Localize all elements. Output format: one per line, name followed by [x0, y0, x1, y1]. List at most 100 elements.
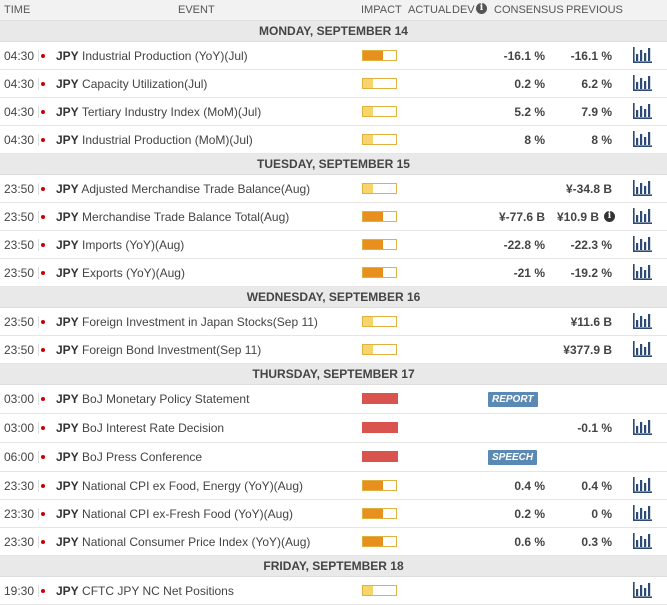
event-name[interactable]: JPY Adjusted Merchandise Trade Balance(A… [56, 182, 310, 196]
event-name[interactable]: JPY National CPI ex Food, Energy (YoY)(A… [56, 479, 303, 493]
event-name[interactable]: JPY Exports (YoY)(Aug) [56, 266, 185, 280]
divider [38, 344, 39, 356]
event-name[interactable]: JPY BoJ Monetary Policy Statement [56, 392, 249, 406]
bar-chart-icon[interactable] [632, 341, 652, 357]
consensus-value: 0.6 % [514, 535, 545, 549]
bar-chart-icon[interactable] [632, 477, 652, 493]
event-title: Exports (YoY)(Aug) [82, 266, 185, 280]
bar-chart-icon[interactable] [632, 533, 652, 549]
event-currency: JPY [56, 210, 79, 224]
bar-chart-icon[interactable] [632, 505, 652, 521]
event-time: 23:50 [4, 315, 35, 329]
impact-medium-bar [362, 50, 397, 61]
bar-chart-icon[interactable] [632, 208, 652, 224]
event-name[interactable]: JPY Industrial Production (MoM)(Jul) [56, 133, 253, 147]
impact-medium-bar [362, 508, 397, 519]
event-row[interactable]: 06:00 JPY BoJ Press Conference SPEECH [0, 443, 667, 472]
bar-chart-icon[interactable] [632, 313, 652, 329]
consensus-value: 0.4 % [514, 479, 545, 493]
bar-chart-icon[interactable] [632, 47, 652, 63]
japan-flag-icon [41, 243, 45, 247]
table-header: TIME EVENT IMPACT ACTUAL DEV i CONSENSUS… [0, 0, 667, 21]
event-row[interactable]: 23:50 JPY Merchandise Trade Balance Total… [0, 203, 667, 231]
consensus-value: -21 % [513, 266, 545, 280]
event-currency: JPY [56, 49, 79, 63]
event-name[interactable]: JPY Capacity Utilization(Jul) [56, 77, 207, 91]
impact-fill [363, 481, 383, 490]
event-title: BoJ Interest Rate Decision [82, 421, 225, 435]
japan-flag-icon [41, 540, 45, 544]
event-row[interactable]: 23:50 JPY Foreign Investment in Japan Sto… [0, 308, 667, 336]
event-name[interactable]: JPY Industrial Production (YoY)(Jul) [56, 49, 248, 63]
event-row[interactable]: 23:50 JPY Foreign Bond Investment(Sep 11)… [0, 336, 667, 364]
impact-fill [363, 107, 373, 116]
impact-low-bar [362, 344, 397, 355]
event-currency: JPY [56, 266, 79, 280]
event-currency: JPY [56, 450, 79, 464]
japan-flag-icon [41, 138, 45, 142]
bar-chart-icon[interactable] [632, 131, 652, 147]
japan-flag-icon [41, 426, 45, 430]
event-row[interactable]: 19:30 JPY CFTC JPY NC Net Positions [0, 577, 667, 605]
divider [38, 585, 39, 597]
previous-value: ¥377.9 B [563, 343, 612, 357]
divider [38, 316, 39, 328]
event-name[interactable]: JPY Foreign Bond Investment(Sep 11) [56, 343, 261, 357]
event-row[interactable]: 04:30 JPY Tertiary Industry Index (MoM)(J… [0, 98, 667, 126]
event-name[interactable]: JPY BoJ Press Conference [56, 450, 202, 464]
event-name[interactable]: JPY National CPI ex-Fresh Food (YoY)(Aug… [56, 507, 293, 521]
impact-low-bar [362, 316, 397, 327]
event-currency: JPY [56, 182, 79, 196]
event-title: National CPI ex Food, Energy (YoY)(Aug) [82, 479, 304, 493]
japan-flag-icon [41, 82, 45, 86]
impact-fill [363, 212, 383, 221]
divider [38, 50, 39, 62]
event-row[interactable]: 04:30 JPY Industrial Production (MoM)(Jul… [0, 126, 667, 154]
bar-chart-icon[interactable] [632, 236, 652, 252]
event-row[interactable]: 23:50 JPY Exports (YoY)(Aug) -21 % -19.2 % [0, 259, 667, 287]
event-row[interactable]: 23:30 JPY National CPI ex Food, Energy (Y… [0, 472, 667, 500]
event-time: 23:50 [4, 238, 35, 252]
event-time: 03:00 [4, 392, 35, 406]
revised-info-icon[interactable]: i [604, 211, 615, 222]
event-row[interactable]: 04:30 JPY Industrial Production (YoY)(Jul… [0, 42, 667, 70]
bar-chart-icon[interactable] [632, 103, 652, 119]
event-name[interactable]: JPY CFTC JPY NC Net Positions [56, 584, 234, 598]
japan-flag-icon [41, 484, 45, 488]
impact-low-bar [362, 106, 397, 117]
event-row[interactable]: 23:30 JPY National CPI ex-Fresh Food (YoY… [0, 500, 667, 528]
bar-chart-icon[interactable] [632, 75, 652, 91]
event-row[interactable]: 03:00 JPY BoJ Monetary Policy Statement RE… [0, 385, 667, 414]
impact-low-bar [362, 183, 397, 194]
divider [38, 106, 39, 118]
event-name[interactable]: JPY National Consumer Price Index (YoY)(… [56, 535, 310, 549]
event-time: 23:30 [4, 507, 35, 521]
japan-flag-icon [41, 215, 45, 219]
info-icon[interactable]: i [476, 3, 487, 14]
bar-chart-icon[interactable] [632, 419, 652, 435]
event-badge[interactable]: SPEECH [488, 450, 538, 465]
event-row[interactable]: 03:00 JPY BoJ Interest Rate Decision -0.1 … [0, 414, 667, 443]
previous-value: -22.3 % [570, 238, 612, 252]
bar-chart-icon[interactable] [632, 264, 652, 280]
event-name[interactable]: JPY Merchandise Trade Balance Total(Aug) [56, 210, 289, 224]
event-name[interactable]: JPY Imports (YoY)(Aug) [56, 238, 184, 252]
previous-value: 8 % [591, 133, 612, 147]
previous-value: -0.1 % [577, 421, 612, 435]
bar-chart-icon[interactable] [632, 180, 652, 196]
event-row[interactable]: 04:30 JPY Capacity Utilization(Jul) 0.2 % 6… [0, 70, 667, 98]
impact-fill [363, 51, 383, 60]
event-currency: JPY [56, 133, 79, 147]
event-name[interactable]: JPY Tertiary Industry Index (MoM)(Jul) [56, 105, 261, 119]
event-name[interactable]: JPY Foreign Investment in Japan Stocks(S… [56, 315, 318, 329]
impact-medium-bar [362, 536, 397, 547]
bar-chart-icon[interactable] [632, 582, 652, 598]
event-time: 23:50 [4, 266, 35, 280]
event-row[interactable]: 23:50 JPY Adjusted Merchandise Trade Bala… [0, 175, 667, 203]
event-row[interactable]: 23:50 JPY Imports (YoY)(Aug) -22.8 % -22.3 … [0, 231, 667, 259]
event-name[interactable]: JPY BoJ Interest Rate Decision [56, 421, 224, 435]
event-row[interactable]: 23:30 JPY National Consumer Price Index (… [0, 528, 667, 556]
event-badge[interactable]: REPORT [488, 392, 538, 407]
event-time: 23:50 [4, 182, 35, 196]
event-time: 19:30 [4, 584, 35, 598]
